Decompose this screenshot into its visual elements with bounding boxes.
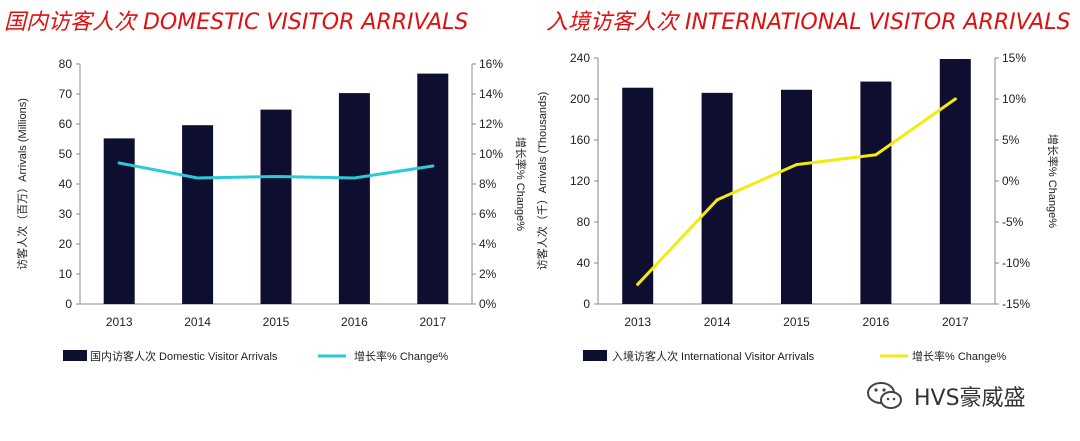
chart2-bar bbox=[781, 89, 812, 305]
chart2-change-point bbox=[953, 97, 957, 101]
chart1-change-point bbox=[274, 175, 278, 178]
chart1-change-point bbox=[196, 176, 200, 180]
chart2-change-point bbox=[795, 163, 798, 167]
chart1-legend-bar-label: 国内访客人次 Domestic Visitor Arrivals bbox=[90, 349, 278, 363]
watermark-text: HVS豪威盛 bbox=[914, 386, 1026, 411]
chart1-y-tick-label: 40 bbox=[59, 177, 73, 191]
chart2-y2-tick-label: 0% bbox=[1002, 174, 1020, 188]
chart2-x-tick-label: 2015 bbox=[783, 315, 810, 329]
chart2-y-tick-label: 240 bbox=[570, 51, 590, 65]
chart1-y-tick-label: 0 bbox=[65, 297, 72, 311]
chart1-y2-tick-label: 14% bbox=[479, 87, 503, 101]
chart2-legend-bar-swatch bbox=[583, 350, 607, 361]
chart1-legend-bar-swatch bbox=[63, 350, 87, 361]
chart1-bar bbox=[260, 109, 292, 304]
chart1-y-tick-label: 60 bbox=[59, 117, 73, 131]
wechat-icon bbox=[867, 382, 902, 409]
chart1-bar bbox=[182, 125, 214, 304]
chart1-y-tick-label: 70 bbox=[59, 87, 73, 101]
watermark: HVS豪威盛 bbox=[866, 380, 1026, 412]
chart1-change-point bbox=[352, 176, 356, 180]
chart2-y2-axis-label: 增长率% Change% bbox=[1046, 134, 1060, 228]
chart1-change-point bbox=[117, 161, 121, 165]
chart2-y-tick-label: 120 bbox=[570, 174, 590, 188]
chart1-y2-tick-label: 12% bbox=[479, 117, 503, 131]
chart2-y2-tick-label: -15% bbox=[1002, 297, 1030, 311]
chart2-change-point bbox=[715, 198, 719, 202]
chart1-y-tick-label: 50 bbox=[59, 147, 73, 161]
chart1-y2-tick-label: 6% bbox=[479, 207, 497, 221]
chart2-y-tick-label: 40 bbox=[577, 256, 591, 270]
chart2-y2-tick-label: -5% bbox=[1002, 215, 1024, 229]
chart1-x-tick-label: 2016 bbox=[341, 315, 368, 329]
chart1-bar bbox=[338, 93, 370, 304]
chart-title-international: 入境访客人次 INTERNATIONAL VISITOR ARRIVALS bbox=[546, 10, 1071, 35]
chart1-y-tick-label: 20 bbox=[59, 237, 73, 251]
chart1-x-tick-label: 2017 bbox=[419, 315, 446, 329]
chart2-y2-tick-label: 5% bbox=[1002, 133, 1020, 147]
chart2-bar bbox=[860, 81, 892, 304]
chart2-y-axis-label: 访客人次（千）Arrivals (Thousands) bbox=[535, 92, 549, 270]
chart2-y2-tick-label: 15% bbox=[1002, 51, 1026, 65]
chart1-y2-tick-label: 8% bbox=[479, 177, 497, 191]
chart1-y2-tick-label: 0% bbox=[479, 297, 497, 311]
chart1-y2-tick-label: 10% bbox=[479, 147, 503, 161]
chart1-bar bbox=[417, 73, 449, 304]
chart1-y2-axis-label: 增长率% Change% bbox=[514, 137, 528, 231]
chart2-bar bbox=[622, 87, 654, 304]
chart1-change-point bbox=[431, 164, 435, 168]
chart2-legend-line-label: 增长率% Change% bbox=[912, 349, 1006, 363]
chart1-y-axis-label: 访客人次（百万）Arrivals (Millions) bbox=[15, 98, 29, 270]
chart2-y-tick-label: 0 bbox=[583, 297, 590, 311]
chart2-y2-tick-label: -10% bbox=[1002, 256, 1030, 270]
chart1-x-tick-label: 2015 bbox=[263, 315, 290, 329]
chart2-y2-tick-label: 10% bbox=[1002, 92, 1026, 106]
chart1-x-tick-label: 2014 bbox=[184, 315, 211, 329]
chart2-bar bbox=[939, 59, 971, 305]
chart1-x-tick-label: 2013 bbox=[106, 315, 133, 329]
chart1-y2-tick-label: 4% bbox=[479, 237, 497, 251]
chart2-x-tick-label: 2016 bbox=[863, 315, 890, 329]
chart2-x-tick-label: 2017 bbox=[942, 315, 969, 329]
chart2-legend-bar-label: 入境访客人次 International Visitor Arrivals bbox=[612, 349, 815, 363]
chart1-y-tick-label: 80 bbox=[59, 57, 73, 71]
chart1-y-tick-label: 10 bbox=[59, 267, 73, 281]
chart2-y-tick-label: 80 bbox=[577, 215, 591, 229]
chart1-y2-tick-label: 16% bbox=[479, 57, 503, 71]
chart2-y-tick-label: 160 bbox=[570, 133, 590, 147]
chart2-change-point bbox=[636, 282, 640, 286]
chart1-legend-line-label: 增长率% Change% bbox=[354, 349, 448, 363]
chart2-change-point bbox=[874, 153, 878, 157]
chart2-x-tick-label: 2014 bbox=[704, 315, 731, 329]
chart-title-domestic: 国内访客人次 DOMESTIC VISITOR ARRIVALS bbox=[4, 10, 469, 35]
chart1-y-tick-label: 30 bbox=[59, 207, 73, 221]
chart1-y2-tick-label: 2% bbox=[479, 267, 497, 281]
chart2-y-tick-label: 200 bbox=[570, 92, 590, 106]
chart2-x-tick-label: 2013 bbox=[624, 315, 651, 329]
